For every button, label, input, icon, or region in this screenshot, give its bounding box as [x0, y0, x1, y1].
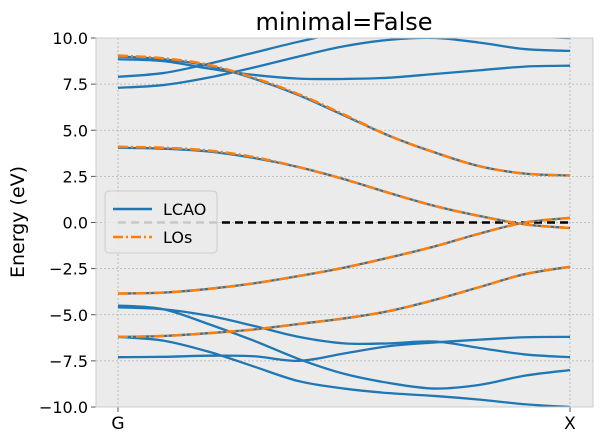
x-tick-label: G: [111, 414, 124, 434]
y-tick-label: 5.0: [63, 121, 88, 140]
x-tick-label: X: [564, 414, 576, 434]
y-tick-label: −5.0: [49, 306, 88, 325]
y-tick-label: 2.5: [63, 167, 88, 186]
y-axis-ticks: 10.0 7.5 5.0 2.5 0.0 −2.5 −5.0 −7.5 −10.0: [39, 29, 96, 417]
legend-label-lcao: LCAO: [163, 200, 206, 219]
y-tick-label: −10.0: [39, 398, 88, 417]
y-tick-label: 7.5: [63, 75, 88, 94]
y-axis-label: Energy (eV): [7, 166, 29, 278]
y-tick-label: −2.5: [49, 260, 88, 279]
chart-title: minimal=False: [255, 8, 432, 36]
y-tick-label: −7.5: [49, 352, 88, 371]
legend-label-los: LOs: [163, 228, 192, 247]
y-tick-label: 10.0: [52, 29, 88, 48]
legend: LCAO LOs: [105, 191, 217, 253]
y-tick-label: 0.0: [63, 214, 88, 233]
